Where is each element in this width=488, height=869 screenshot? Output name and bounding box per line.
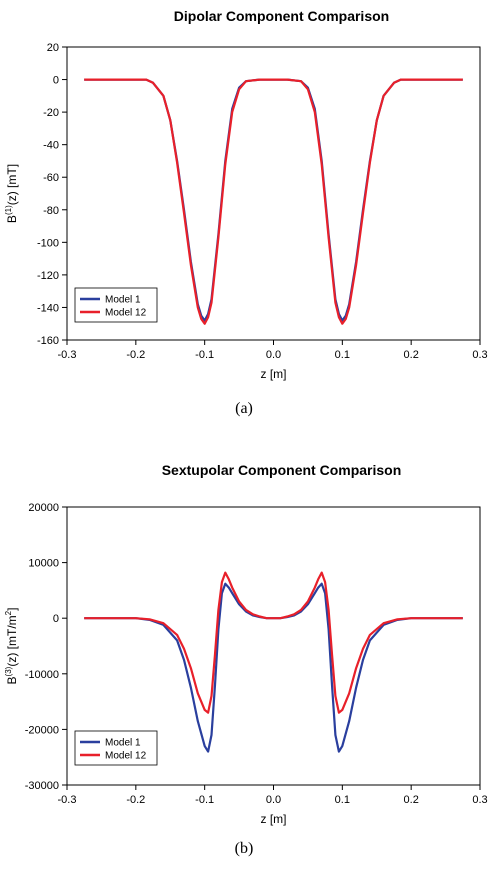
legend-label: Model 12 (105, 751, 147, 762)
y-axis-label-base: B (5, 676, 19, 684)
panel-dipolar: Dipolar Component Comparison -0.3 -0.2 -0.1… (0, 0, 488, 430)
y-tick-label: 0 (53, 75, 59, 87)
y-tick-label: -20000 (25, 724, 59, 736)
x-tick-label: 0.2 (404, 349, 419, 361)
y-axis-label-rest: (z) [mT] (5, 164, 19, 205)
panel-sextupolar: Sextupolar Component Comparison -0.3 -0.2 -… (0, 450, 488, 869)
y-axis-label-sup2: 2 (4, 610, 13, 615)
legend-box (74, 730, 158, 766)
series-line-model-1 (84, 78, 463, 322)
chart-dipolar: Dipolar Component Comparison -0.3 -0.2 -0.1… (4, 8, 488, 381)
y-tick-label: -20 (43, 107, 59, 119)
y-tick-label: 20 (47, 42, 59, 54)
x-tick-label: -0.1 (195, 349, 214, 361)
y-axis-label-sup: (1) (4, 205, 13, 215)
y-axis-label: B(1)(z) [mT] (4, 164, 19, 223)
y-tick-label: -10000 (25, 669, 59, 681)
y-axis-label-rest: (z) [mT/m (5, 615, 19, 666)
caption-b: (b) (234, 840, 254, 857)
chart-sextupolar: Sextupolar Component Comparison -0.3 -0.2 -… (4, 462, 488, 826)
x-tick-label: -0.3 (58, 794, 77, 806)
series-line-model-12 (84, 571, 463, 714)
y-tick-label: -160 (37, 335, 59, 347)
y-axis-label-end: ] (5, 608, 19, 611)
x-tick-label: 0.2 (404, 794, 419, 806)
y-axis-label-sup: (3) (4, 666, 13, 676)
x-tick-label: 0.1 (335, 349, 350, 361)
x-axis-label: z [m] (261, 812, 287, 826)
y-tick-label: -120 (37, 270, 59, 282)
x-tick-label: -0.3 (58, 349, 77, 361)
x-tick-label: 0.3 (472, 349, 487, 361)
series-line-model-1 (84, 582, 463, 753)
caption-a: (a) (235, 400, 253, 417)
y-tick-label: -40 (43, 140, 59, 152)
legend-label: Model 12 (105, 308, 147, 319)
x-tick-label: -0.1 (195, 794, 214, 806)
y-tick-label: 0 (53, 613, 59, 625)
x-tick-label: 0.3 (472, 794, 487, 806)
y-tick-label: 20000 (28, 502, 59, 514)
y-tick-label: -60 (43, 172, 59, 184)
legend-label: Model 1 (105, 738, 141, 749)
y-tick-label: -100 (37, 237, 59, 249)
y-axis-label-base: B (5, 215, 19, 223)
chart-title: Sextupolar Component Comparison (162, 462, 402, 478)
legend-label: Model 1 (105, 295, 141, 306)
x-tick-label: -0.2 (126, 794, 145, 806)
legend-box (74, 287, 158, 323)
y-tick-label: -30000 (25, 780, 59, 792)
x-tick-label: 0.0 (266, 794, 281, 806)
x-axis-label: z [m] (261, 367, 287, 381)
chart-title: Dipolar Component Comparison (174, 8, 389, 24)
x-tick-label: 0.1 (335, 794, 350, 806)
x-tick-label: 0.0 (266, 349, 281, 361)
x-tick-label: -0.2 (126, 349, 145, 361)
y-axis-label: B(3)(z) [mT/m2] (4, 608, 19, 685)
series-line-model-12 (84, 78, 463, 325)
y-tick-label: 10000 (28, 558, 59, 570)
y-tick-label: -140 (37, 302, 59, 314)
y-tick-label: -80 (43, 205, 59, 217)
